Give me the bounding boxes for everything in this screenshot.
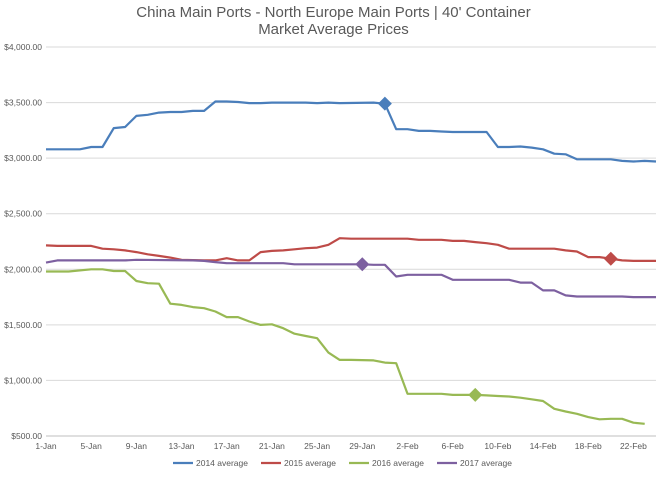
series-marker-4 [355,257,370,272]
x-tick-label: 21-Jan [259,441,285,451]
legend-item: 2015 average [261,458,336,468]
x-tick-label: 18-Feb [575,441,602,451]
y-tick-label: $2,000.00 [4,264,42,274]
x-axis-tick-labels: 1-Jan 5-Jan 9-Jan 13-Jan 17-Jan 21-Jan 25-Jan 2… [35,441,647,451]
x-tick-label: 2-Feb [396,441,418,451]
x-tick-label: 5-Jan [81,441,103,451]
series-line-1 [46,100,657,163]
series-marker-3 [468,387,483,402]
y-tick-label: $2,500.00 [4,209,42,219]
chart-subtitle: Market Average Prices [258,21,409,38]
series-line-4 [45,258,656,299]
y-tick-label: $1,000.00 [4,375,42,385]
x-tick-label: 1-Jan [35,441,57,451]
x-tick-label: 13-Jan [169,441,195,451]
x-tick-label: 29-Jan [349,441,375,451]
legend: 2014 average 2015 average 2016 average 2017… [173,458,512,468]
x-tick-label: 6-Feb [442,441,464,451]
legend-item: 2014 average [173,458,248,468]
y-tick-label: $3,000.00 [4,153,42,163]
y-tick-label: $4,000.00 [4,42,42,52]
x-tick-label: 10-Feb [484,441,511,451]
legend-label: 2017 average [460,458,512,468]
series-marker-2 [603,251,618,266]
series-line-2 [45,237,656,262]
y-tick-label: $3,500.00 [4,98,42,108]
y-tick-label: $1,500.00 [4,320,42,330]
legend-item: 2016 average [349,458,424,468]
gridlines [46,46,656,437]
series-line-3 [46,268,645,425]
legend-item: 2017 average [437,458,512,468]
chart-title: China Main Ports - North Europe Main Por… [136,4,531,21]
series-marker-1 [377,96,392,111]
series-markers [355,96,618,402]
y-axis-tick-labels: $500.00 $1,000.00 $1,500.00 $2,000.00 $2,500… [4,42,42,441]
x-tick-label: 17-Jan [214,441,240,451]
series-lines [45,100,657,425]
legend-label: 2014 average [196,458,248,468]
legend-label: 2015 average [284,458,336,468]
x-tick-label: 9-Jan [126,441,148,451]
x-tick-label: 22-Feb [620,441,647,451]
x-tick-label: 25-Jan [304,441,330,451]
x-tick-label: 14-Feb [530,441,557,451]
legend-label: 2016 average [372,458,424,468]
y-tick-label: $500.00 [11,431,42,441]
